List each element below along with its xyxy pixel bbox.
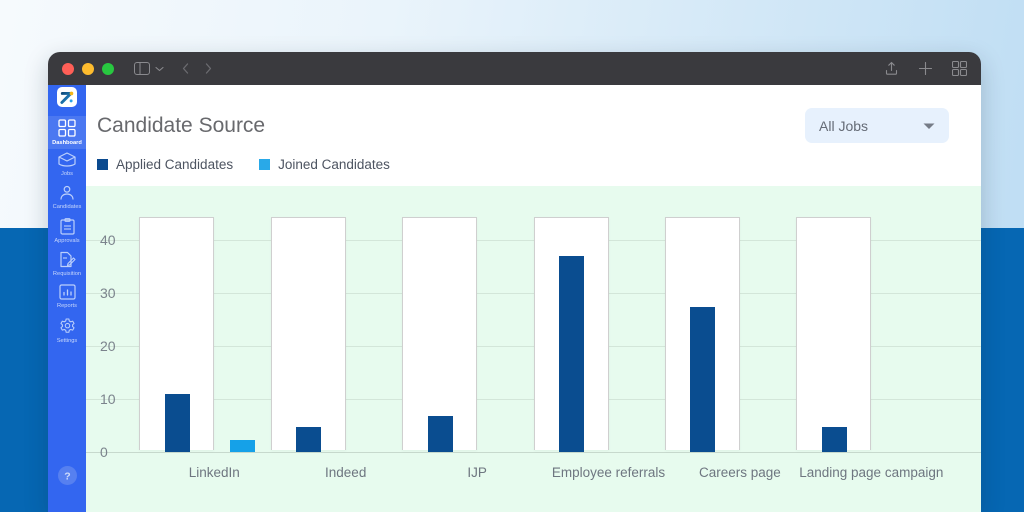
- svg-text:?: ?: [64, 471, 70, 483]
